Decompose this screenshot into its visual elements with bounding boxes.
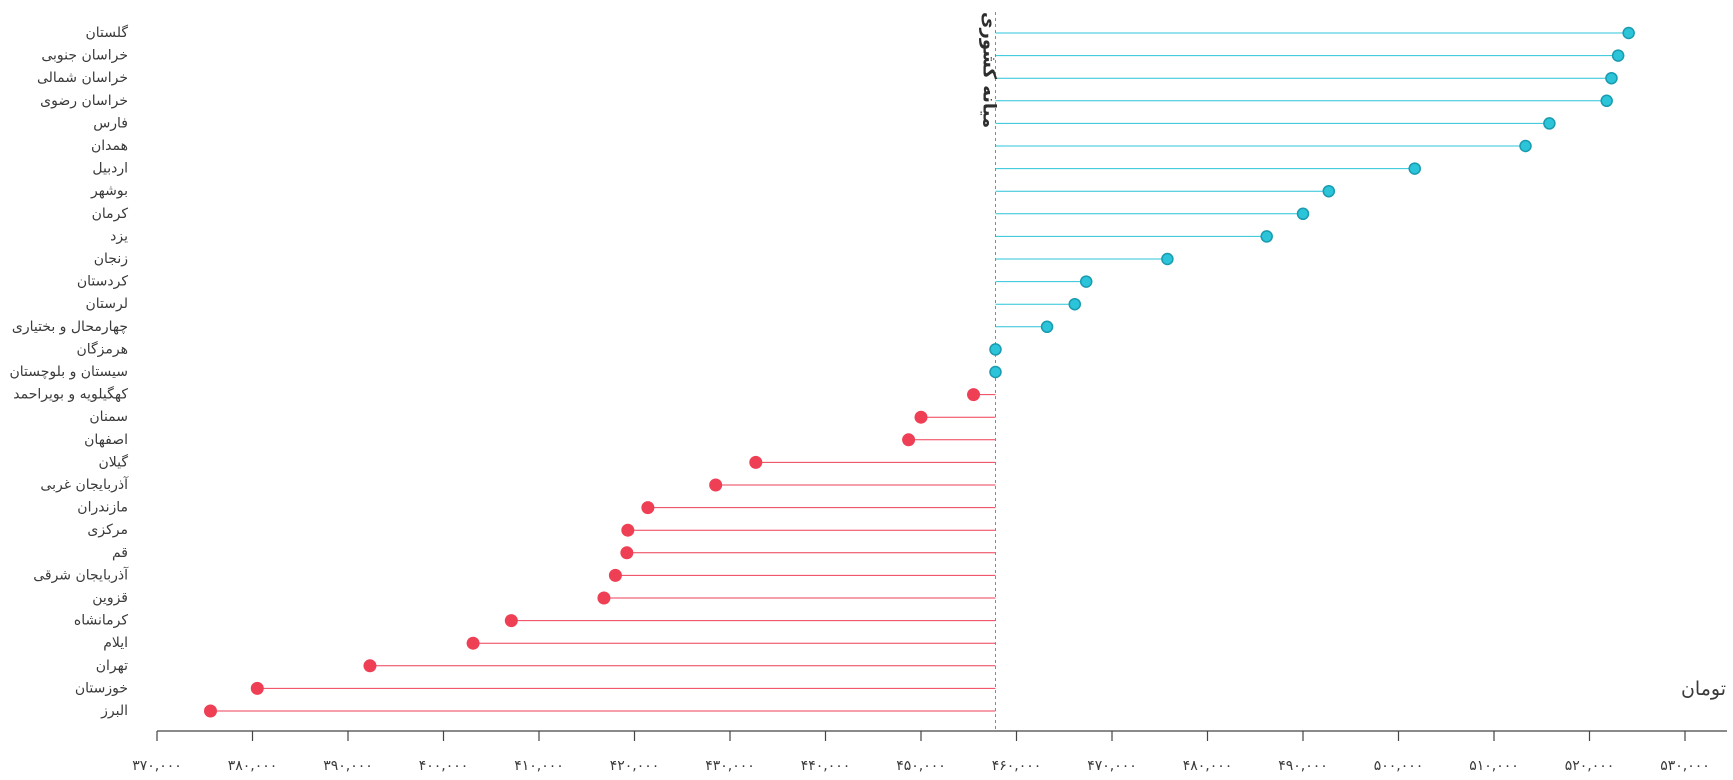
province-label: خراسان جنوبی — [41, 48, 128, 64]
x-tick-label: ۴۱۰,۰۰۰ — [514, 758, 564, 774]
lollipop-dot — [250, 681, 264, 695]
lollipop-dot — [1040, 320, 1054, 334]
lollipop-dot — [1605, 71, 1618, 85]
province-label: چهارمحال و بختیاری — [12, 319, 128, 335]
x-tick-label: ۳۷۰,۰۰۰ — [132, 758, 182, 774]
lollipop-dot — [363, 659, 377, 673]
lollipop-dot — [914, 410, 928, 424]
province-label: آذربایجان غربی — [40, 476, 129, 493]
x-tick-label: ۵۳۰,۰۰۰ — [1660, 758, 1710, 774]
lollipop-dot — [1161, 252, 1174, 266]
province-label: هرمزگان — [76, 340, 128, 357]
lollipop-dot — [1079, 275, 1093, 288]
x-tick-label: ۴۰۰,۰۰۰ — [419, 758, 469, 774]
province-label: آذربایجان شرقی — [33, 566, 129, 583]
province-label: کرمانشاه — [74, 613, 128, 629]
lollipop-dot — [709, 478, 723, 492]
province-label: اردبیل — [92, 161, 128, 177]
x-tick-label: ۵۱۰,۰۰۰ — [1469, 758, 1519, 774]
lollipop-dot — [967, 388, 981, 402]
province-label: سیستان و بلوچستان — [9, 364, 128, 380]
lollipop-dot — [620, 546, 634, 560]
median-label: میانه کشوری — [978, 12, 999, 128]
lollipop-dot — [989, 365, 1002, 379]
province-label: خراسان شمالی — [37, 70, 128, 86]
province-label: خوزستان — [75, 680, 128, 696]
province-label: سمنان — [89, 409, 128, 425]
x-tick-label: ۴۲۰,۰۰۰ — [610, 758, 660, 774]
rows-layer: گلستان خراسان جنوبی خراسان شمالی خراسان رضو… — [9, 24, 1629, 719]
province-label: ایلام — [103, 635, 128, 651]
lollipop-dot — [749, 455, 763, 469]
lollipop-dot — [1260, 230, 1273, 243]
province-label: گیلان — [98, 453, 128, 470]
lollipop-dot — [1543, 117, 1556, 130]
x-tick-label: ۵۲۰,۰۰۰ — [1565, 758, 1615, 774]
x-tick-label: ۴۶۰,۰۰۰ — [992, 758, 1042, 774]
province-label: تهران — [96, 658, 128, 674]
ticks-layer: ۳۷۰,۰۰۰ ۳۸۰,۰۰۰ ۳۹۰,۰۰۰ ۴۰۰,۰۰۰ ۴۱۰,۰۰۰ ۴۲۰,۰… — [132, 731, 1710, 774]
x-tick-label: ۵۰۰,۰۰۰ — [1374, 758, 1424, 774]
x-tick-label: ۴۳۰,۰۰۰ — [705, 758, 755, 774]
province-label: بوشهر — [90, 183, 128, 199]
lollipop-dot — [1611, 49, 1625, 62]
x-unit-label: تومان — [1681, 678, 1726, 700]
lollipop-dot — [1600, 94, 1613, 108]
x-tick-label: ۴۷۰,۰۰۰ — [1087, 758, 1137, 774]
lollipop-dot — [1408, 162, 1421, 175]
x-tick-label: ۳۸۰,۰۰۰ — [228, 758, 278, 774]
province-label: فارس — [93, 115, 128, 131]
x-tick-label: ۴۸۰,۰۰۰ — [1183, 758, 1233, 774]
x-tick-label: ۴۴۰,۰۰۰ — [801, 758, 851, 774]
province-label: مرکزی — [87, 522, 128, 538]
lollipop-dot — [1068, 297, 1082, 311]
lollipop-dot — [989, 343, 1002, 356]
lollipop-dot — [902, 433, 916, 447]
lollipop-dot — [1519, 139, 1532, 153]
lollipop-dot — [466, 636, 480, 650]
province-label: کهگیلویه و بویراحمد — [13, 386, 128, 403]
province-label: قزوین — [92, 590, 128, 606]
lollipop-dot — [621, 523, 635, 537]
lollipop-dot — [504, 614, 518, 628]
lollipop-dot — [1296, 207, 1310, 221]
province-label: زنجان — [94, 251, 128, 267]
province-label: البرز — [100, 703, 128, 719]
x-tick-label: ۳۹۰,۰۰۰ — [323, 758, 373, 774]
dots-layer — [203, 26, 1635, 718]
province-label: اصفهان — [84, 432, 128, 448]
province-label: لرستان — [86, 296, 129, 312]
x-tick-label: ۴۵۰,۰۰۰ — [896, 758, 946, 774]
province-label: همدان — [91, 138, 128, 154]
province-label: مازندران — [77, 500, 128, 516]
x-tick-label: ۴۹۰,۰۰۰ — [1278, 758, 1328, 774]
province-label: کرمان — [92, 206, 129, 222]
lollipop-dot — [1322, 184, 1336, 198]
province-label: خراسان رضوی — [40, 93, 128, 109]
lollipop-dot — [597, 591, 611, 605]
lollipop-dot — [641, 501, 655, 515]
lollipop-dot — [203, 704, 217, 718]
province-label: گلستان — [85, 24, 128, 41]
lollipop-dot — [1622, 26, 1635, 40]
province-label: قم — [112, 545, 128, 561]
province-label: کردستان — [77, 274, 128, 290]
province-label: یزد — [110, 228, 128, 244]
lollipop-dot — [608, 568, 622, 582]
